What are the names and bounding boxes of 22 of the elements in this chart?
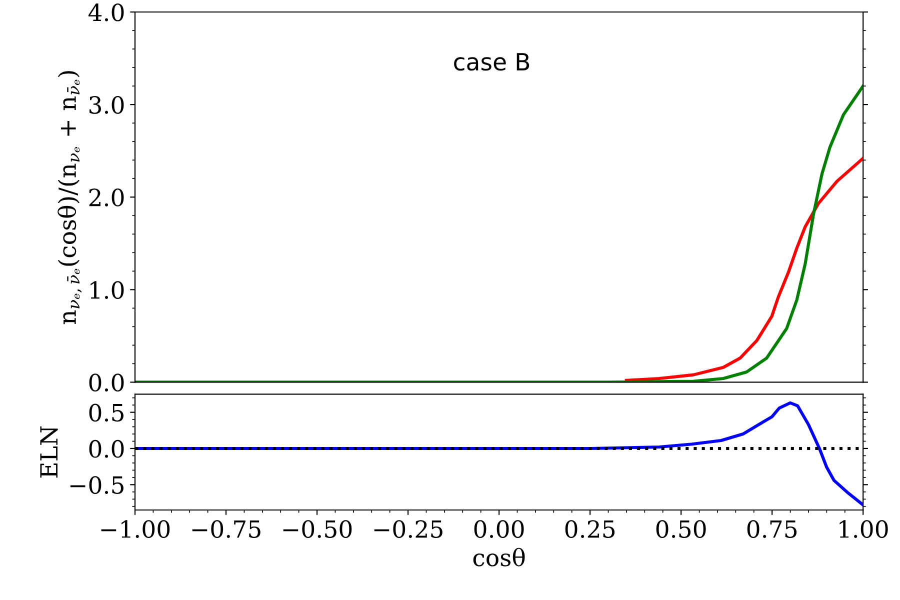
x-tick-label: −0.75 — [192, 520, 260, 538]
y-tick-label: 0.0 — [89, 374, 124, 392]
x-tick-label: −0.25 — [374, 520, 442, 538]
x-tick-label: −1.00 — [101, 520, 170, 538]
y-tick-label: 2.0 — [89, 188, 124, 206]
y-tick-label: 0.5 — [89, 404, 124, 422]
x-tick-label: 0.50 — [656, 520, 706, 538]
line-series — [624, 156, 864, 382]
x-tick-label: 0.75 — [747, 520, 797, 538]
y-axis-title: ELN — [40, 426, 58, 478]
y-tick-label: 1.0 — [90, 281, 124, 299]
annotation: case B — [454, 53, 530, 71]
x-tick-label: 0.00 — [474, 520, 524, 538]
y-axis-title: n$_{νₑ,ν̄ₑ}$(cosθ)/(n$_{νₑ}$ + n$_{ν̄ₑ}$) — [58, 71, 82, 324]
y-tick-label: 3.0 — [90, 96, 124, 114]
x-tick-label: −0.50 — [283, 520, 352, 538]
x-tick-label: 0.25 — [565, 520, 615, 538]
x-tick-label: 1.00 — [840, 520, 888, 538]
y-tick-label: 4.0 — [88, 3, 124, 22]
y-tick-label: 0.0 — [89, 440, 124, 458]
x-axis-title: cosθ — [473, 548, 525, 566]
y-tick-label: −0.5 — [70, 476, 124, 494]
